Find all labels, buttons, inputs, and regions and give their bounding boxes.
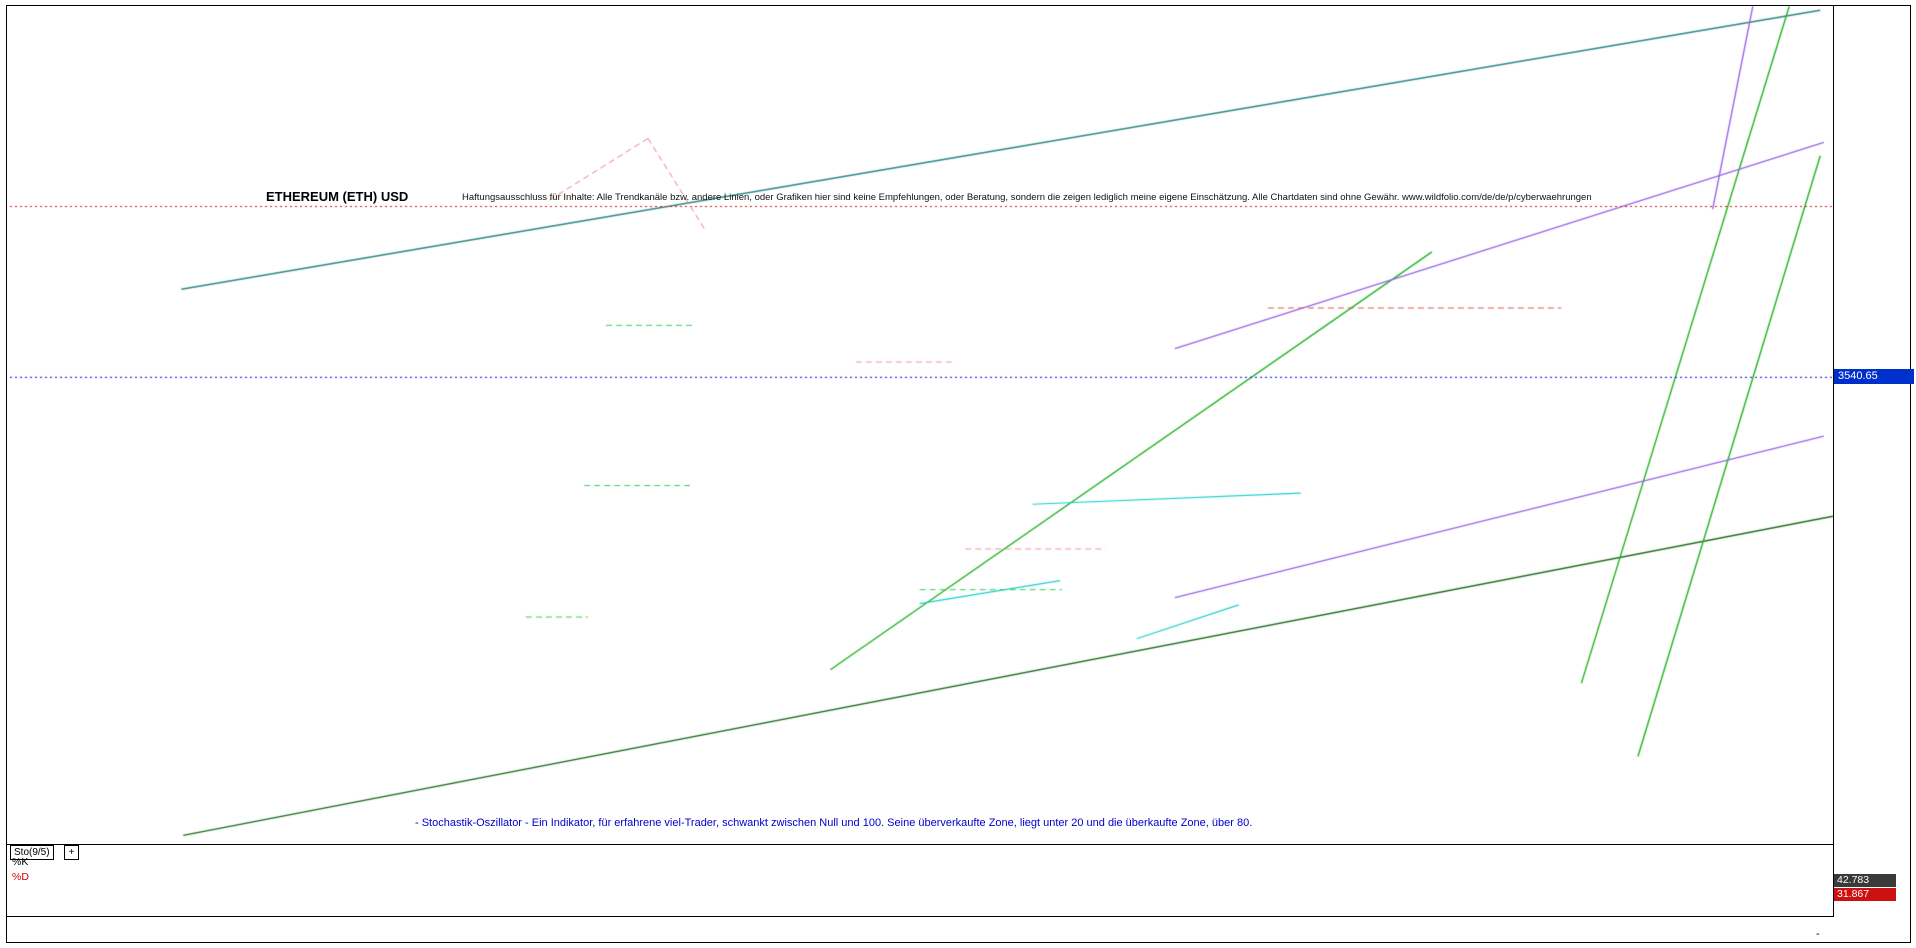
stochastic-panel-bottom-border [7, 916, 1834, 917]
stoch-d-label: %D [12, 871, 29, 883]
chart-title: ETHEREUM (ETH) USD [266, 189, 409, 204]
last-price-tag: 3540.65 [1834, 369, 1914, 384]
price-axis-divider [1833, 5, 1834, 917]
indicator-expand-icon[interactable]: + [64, 845, 79, 860]
axis-end-dash[interactable]: - [1816, 928, 1820, 940]
stoch-d-value-badge: 31.867 [1834, 888, 1896, 901]
disclaimer-text: Haftungsausschluss für Inhalte: Alle Tre… [462, 192, 1592, 203]
stochastic-panel-top-border [7, 844, 1834, 845]
window-border [6, 5, 1911, 943]
stochastic-description: - Stochastik-Oszillator - Ein Indikator,… [415, 817, 1253, 829]
stoch-k-value-badge: 42.783 [1834, 874, 1896, 887]
stoch-k-label: %K [12, 856, 29, 868]
indicator-label[interactable]: Sto(9/5) [10, 845, 54, 860]
